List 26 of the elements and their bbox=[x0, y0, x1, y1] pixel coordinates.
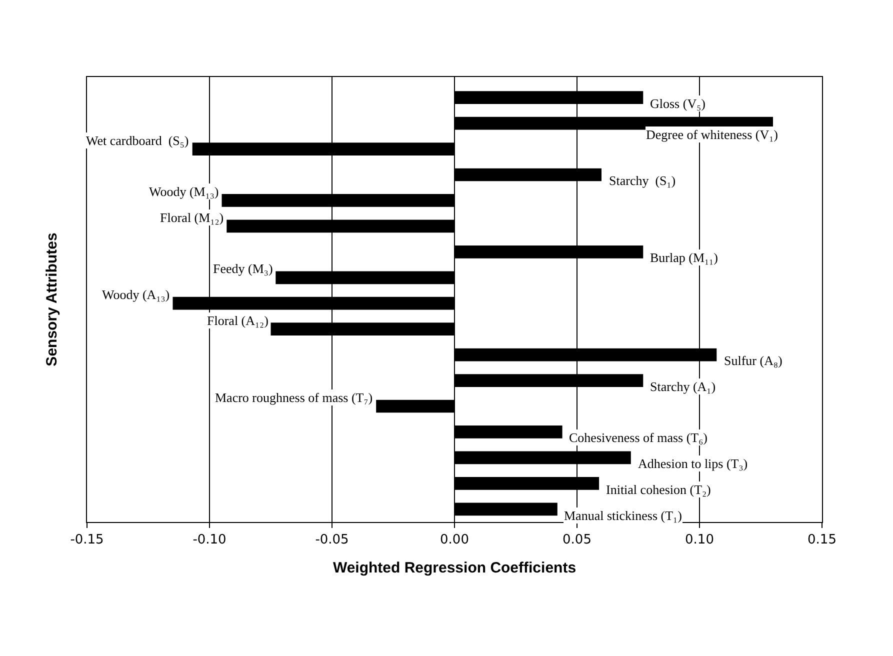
annotation: Wet cardboard (S₅) bbox=[86, 133, 189, 148]
annotation: Burlap (M₁₁) bbox=[650, 250, 718, 265]
annotation: Degree of whiteness (V₁) bbox=[646, 127, 778, 142]
annotation: Starchy (S₁) bbox=[609, 173, 676, 188]
annotation: Macro roughness of mass (T₇) bbox=[215, 390, 373, 405]
annotation: Floral (M₁₂) bbox=[160, 210, 224, 225]
x-tick-label: 0.15 bbox=[808, 532, 836, 548]
annotation: Floral (A₁₂) bbox=[207, 313, 268, 328]
y-axis-title: Sensory Attributes bbox=[43, 232, 60, 366]
annotation: Sulfur (A₈) bbox=[724, 353, 782, 368]
annotation: Cohesiveness of mass (T₆) bbox=[569, 430, 708, 445]
x-tick-label: 0.00 bbox=[440, 532, 469, 548]
annotation: Feedy (M₃) bbox=[213, 261, 273, 276]
x-tick-label: 0.10 bbox=[685, 532, 714, 548]
x-axis-title: Weighted Regression Coefficients bbox=[332, 560, 576, 577]
x-tick-label: -0.10 bbox=[192, 532, 226, 548]
annotation: Initial cohesion (T₂) bbox=[606, 482, 711, 497]
x-tick-label: -0.05 bbox=[315, 532, 349, 548]
annotation: Woody (M₁₃) bbox=[149, 184, 219, 199]
annotation: Manual stickiness (T₁) bbox=[564, 508, 682, 523]
annotation: Gloss (V₅) bbox=[650, 96, 706, 111]
annotation: Starchy (A₁) bbox=[650, 379, 716, 394]
x-tick-label: -0.15 bbox=[70, 532, 104, 548]
x-tick-label: 0.05 bbox=[562, 532, 592, 548]
annotation: Adhesion to lips (T₃) bbox=[638, 456, 748, 471]
annotation: Woody (A₁₃) bbox=[102, 287, 170, 302]
